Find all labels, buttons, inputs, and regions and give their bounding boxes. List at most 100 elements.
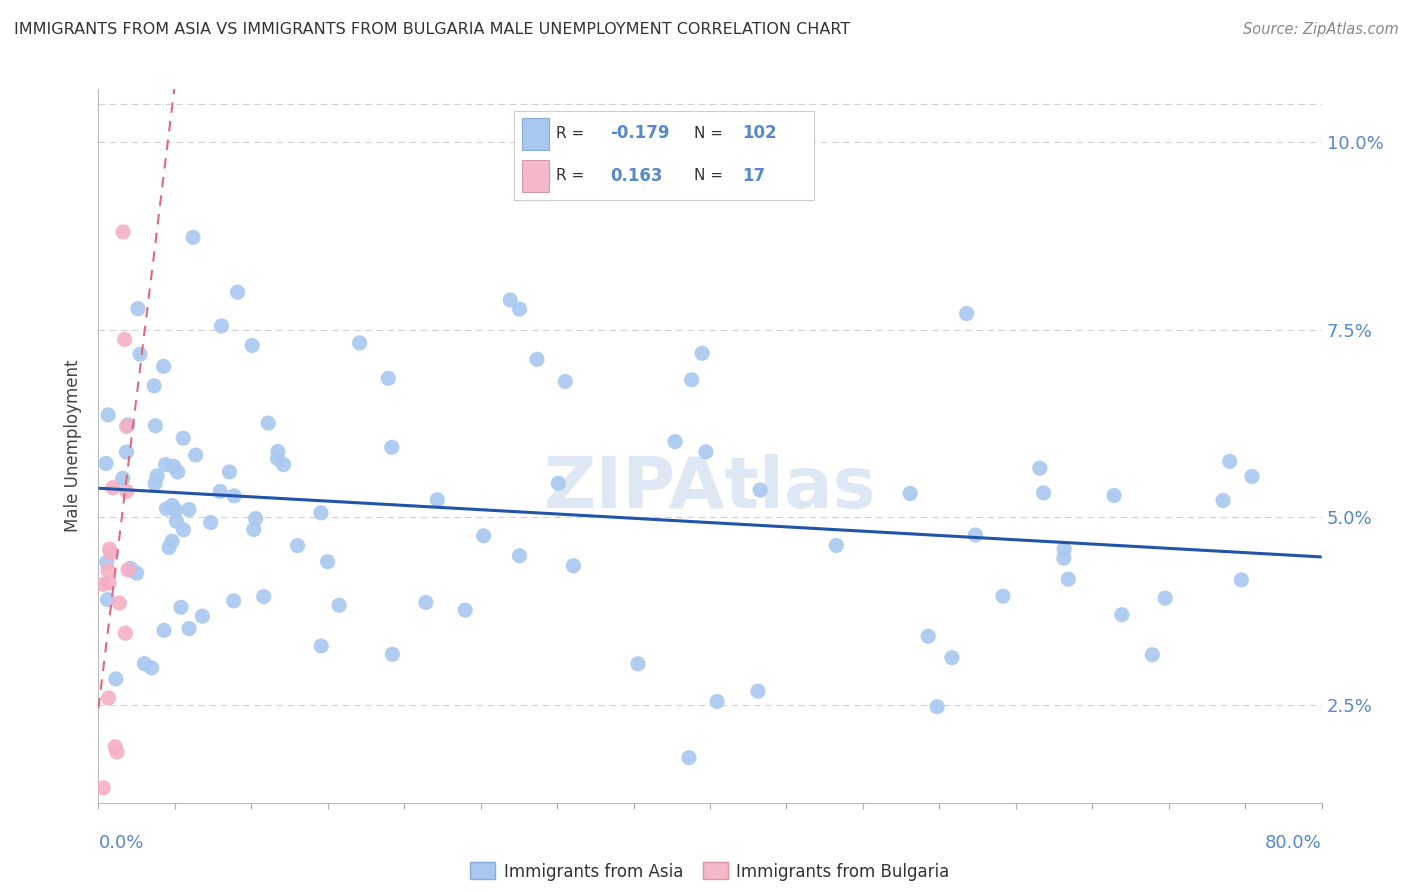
Point bbox=[273, 458, 295, 472]
Point bbox=[98, 542, 121, 557]
Point bbox=[97, 408, 120, 422]
Point bbox=[956, 306, 979, 320]
Point bbox=[170, 600, 193, 615]
Point bbox=[243, 523, 266, 537]
Point bbox=[101, 481, 124, 495]
Point bbox=[245, 511, 267, 525]
Point bbox=[287, 539, 309, 553]
Point bbox=[690, 346, 713, 360]
Point bbox=[184, 448, 207, 462]
Point bbox=[143, 379, 166, 393]
Point bbox=[166, 514, 188, 528]
Point bbox=[115, 419, 138, 434]
Point bbox=[96, 555, 118, 569]
Point bbox=[1032, 486, 1054, 500]
Point bbox=[104, 739, 127, 754]
Point bbox=[1240, 469, 1263, 483]
Text: 0.0%: 0.0% bbox=[98, 834, 143, 852]
Point bbox=[166, 465, 188, 479]
Point bbox=[965, 528, 987, 542]
Point bbox=[117, 417, 139, 432]
Point bbox=[222, 594, 245, 608]
Point bbox=[100, 546, 122, 560]
Point bbox=[266, 451, 288, 466]
Point bbox=[415, 595, 437, 609]
Point bbox=[316, 555, 339, 569]
Point bbox=[562, 558, 585, 573]
Point bbox=[1053, 551, 1076, 566]
Point bbox=[1057, 572, 1080, 586]
Point bbox=[181, 230, 204, 244]
Point bbox=[257, 416, 280, 430]
Point bbox=[157, 541, 180, 555]
Point bbox=[509, 301, 531, 316]
Point bbox=[91, 780, 114, 795]
Point bbox=[1053, 542, 1076, 557]
Point bbox=[309, 639, 332, 653]
Point bbox=[165, 503, 187, 517]
Point bbox=[695, 445, 717, 459]
Point bbox=[825, 538, 848, 552]
Point bbox=[143, 476, 166, 491]
Legend: Immigrants from Asia, Immigrants from Bulgaria: Immigrants from Asia, Immigrants from Bu… bbox=[464, 855, 956, 888]
Point bbox=[108, 596, 131, 610]
Point bbox=[117, 563, 139, 577]
Point bbox=[426, 492, 449, 507]
Point bbox=[1029, 461, 1052, 475]
Point bbox=[134, 657, 156, 671]
Point bbox=[991, 589, 1014, 603]
Point bbox=[120, 561, 142, 575]
Point bbox=[681, 373, 703, 387]
Point bbox=[664, 434, 686, 449]
Point bbox=[898, 486, 921, 500]
Point bbox=[454, 603, 477, 617]
Point bbox=[97, 592, 120, 607]
Point bbox=[98, 575, 121, 590]
Point bbox=[1111, 607, 1133, 622]
Point bbox=[155, 501, 177, 516]
Point bbox=[526, 352, 548, 367]
Point bbox=[554, 375, 576, 389]
Point bbox=[328, 599, 350, 613]
Point bbox=[112, 225, 135, 239]
Point bbox=[91, 577, 114, 591]
Text: IMMIGRANTS FROM ASIA VS IMMIGRANTS FROM BULGARIA MALE UNEMPLOYMENT CORRELATION C: IMMIGRANTS FROM ASIA VS IMMIGRANTS FROM … bbox=[14, 22, 851, 37]
Point bbox=[377, 371, 399, 385]
Point bbox=[177, 502, 200, 516]
Point bbox=[218, 465, 240, 479]
Point bbox=[1142, 648, 1164, 662]
Point bbox=[499, 293, 522, 307]
Point bbox=[160, 534, 183, 549]
Point bbox=[749, 483, 772, 497]
Point bbox=[177, 622, 200, 636]
Point bbox=[153, 624, 176, 638]
Point bbox=[627, 657, 650, 671]
Point bbox=[226, 285, 249, 299]
Y-axis label: Male Unemployment: Male Unemployment bbox=[65, 359, 83, 533]
Point bbox=[224, 489, 246, 503]
Point bbox=[152, 359, 174, 374]
Point bbox=[1102, 489, 1125, 503]
Point bbox=[162, 459, 184, 474]
Point bbox=[191, 609, 214, 624]
Point bbox=[94, 457, 117, 471]
Point bbox=[309, 506, 332, 520]
Point bbox=[146, 469, 169, 483]
Point bbox=[1219, 454, 1241, 468]
Point bbox=[105, 745, 128, 759]
Point bbox=[155, 458, 177, 472]
Point bbox=[97, 690, 120, 705]
Point bbox=[172, 523, 194, 537]
Point bbox=[678, 750, 700, 764]
Point bbox=[381, 648, 404, 662]
Point bbox=[115, 484, 138, 499]
Point bbox=[114, 333, 136, 347]
Point bbox=[200, 516, 222, 530]
Point bbox=[917, 629, 939, 643]
Point bbox=[115, 445, 138, 459]
Point bbox=[267, 444, 290, 458]
Point bbox=[1230, 573, 1253, 587]
Point bbox=[141, 661, 163, 675]
Text: Source: ZipAtlas.com: Source: ZipAtlas.com bbox=[1243, 22, 1399, 37]
Point bbox=[111, 471, 134, 485]
